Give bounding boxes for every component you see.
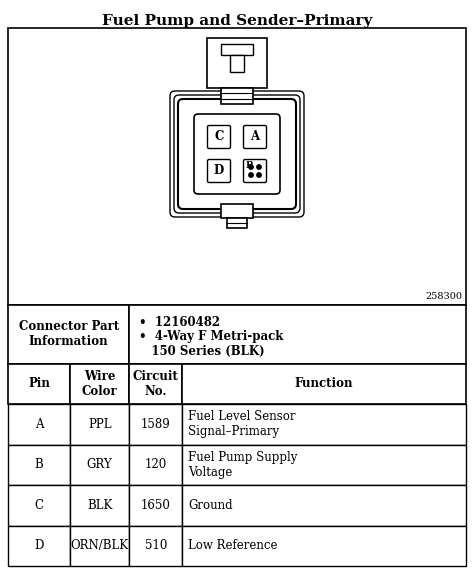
Text: GRY: GRY [87, 458, 112, 471]
Text: C: C [35, 499, 44, 512]
Text: Ground: Ground [188, 499, 233, 512]
Bar [182, 404, 466, 445]
Bar [129, 305, 466, 364]
Text: Fuel Pump Supply
Voltage: Fuel Pump Supply Voltage [188, 451, 297, 479]
FancyBboxPatch shape [194, 114, 280, 194]
Text: Function: Function [295, 378, 353, 390]
FancyBboxPatch shape [170, 91, 304, 217]
Text: 1650: 1650 [141, 499, 171, 512]
Bar [70, 485, 129, 525]
FancyBboxPatch shape [244, 160, 266, 182]
Text: •  12160482: • 12160482 [139, 316, 220, 329]
FancyBboxPatch shape [208, 160, 230, 182]
Text: 120: 120 [145, 458, 167, 471]
Bar [8, 445, 70, 485]
Text: A: A [35, 418, 43, 431]
Bar [70, 445, 129, 485]
Bar [8, 404, 70, 445]
Text: C: C [214, 131, 224, 144]
Text: •  4-Way F Metri-pack
   150 Series (BLK): • 4-Way F Metri-pack 150 Series (BLK) [139, 331, 284, 358]
Bar [129, 445, 182, 485]
Bar [221, 44, 253, 55]
Text: PPL: PPL [88, 418, 111, 431]
Bar [182, 364, 466, 404]
Bar [8, 485, 70, 525]
Bar [129, 485, 182, 525]
Text: Pin: Pin [28, 378, 50, 390]
Bar [8, 28, 466, 305]
Text: B: B [245, 161, 253, 169]
Text: Fuel Level Sensor
Signal–Primary: Fuel Level Sensor Signal–Primary [188, 411, 296, 438]
FancyBboxPatch shape [174, 95, 300, 213]
Text: D: D [34, 539, 44, 552]
Bar [129, 364, 182, 404]
Circle shape [249, 165, 253, 169]
Text: Connector Part
Information: Connector Part Information [18, 320, 119, 348]
Bar [182, 525, 466, 566]
Circle shape [249, 173, 253, 177]
Bar [227, 218, 247, 228]
FancyBboxPatch shape [178, 99, 296, 209]
Text: 510: 510 [145, 539, 167, 552]
Text: 258300: 258300 [425, 292, 462, 301]
FancyBboxPatch shape [244, 126, 266, 148]
Text: 1589: 1589 [141, 418, 171, 431]
Text: A: A [250, 131, 260, 144]
Circle shape [257, 173, 261, 177]
Text: ORN/BLK: ORN/BLK [71, 539, 128, 552]
Text: Circuit
No.: Circuit No. [133, 370, 179, 398]
Bar [70, 525, 129, 566]
Bar [207, 38, 267, 88]
Bar [70, 404, 129, 445]
Bar [8, 525, 70, 566]
Bar [182, 485, 466, 525]
Text: B: B [35, 458, 43, 471]
Bar [8, 364, 70, 404]
Bar [221, 88, 253, 104]
Bar [8, 305, 129, 364]
Bar [129, 404, 182, 445]
Text: Low Reference: Low Reference [188, 539, 278, 552]
FancyBboxPatch shape [208, 126, 230, 148]
Text: Fuel Pump and Sender–Primary: Fuel Pump and Sender–Primary [102, 14, 372, 28]
Bar [70, 364, 129, 404]
Text: D: D [214, 165, 224, 177]
Bar [182, 445, 466, 485]
Bar [230, 55, 244, 72]
Text: BLK: BLK [87, 499, 112, 512]
Circle shape [257, 165, 261, 169]
Text: Wire
Color: Wire Color [82, 370, 118, 398]
Bar [129, 525, 182, 566]
Bar [221, 204, 253, 218]
